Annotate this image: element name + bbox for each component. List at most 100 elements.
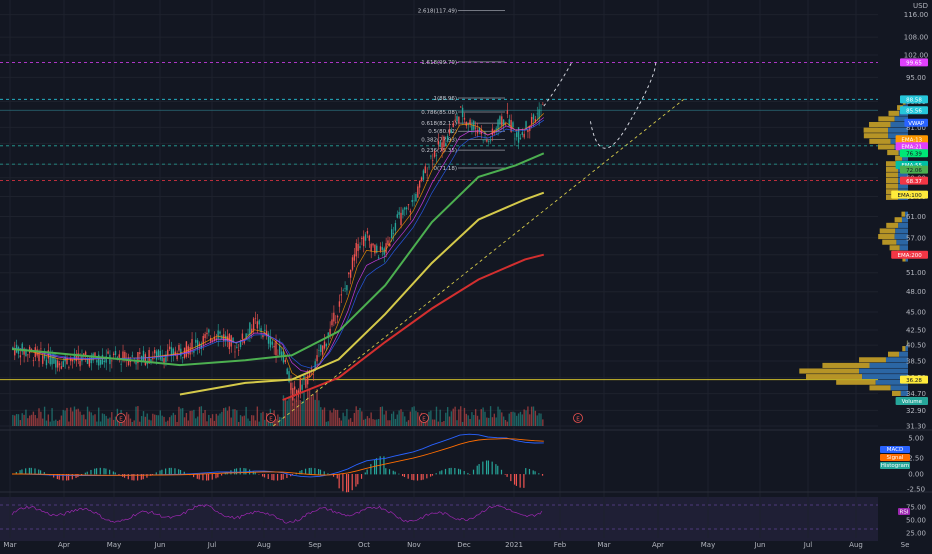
candle	[454, 120, 455, 121]
volume-bar	[501, 412, 502, 426]
candle	[285, 360, 286, 362]
macd-histogram-bar	[506, 474, 507, 477]
macd-histogram-bar	[124, 474, 125, 478]
volume-bar	[81, 415, 82, 426]
volume-bar	[447, 407, 448, 426]
candle	[253, 318, 254, 330]
volume-bar	[357, 410, 358, 426]
macd-histogram-bar	[495, 464, 496, 474]
macd-histogram-bar	[464, 471, 465, 474]
volume-bar	[92, 415, 93, 426]
macd-histogram-bar	[217, 474, 218, 477]
volume-bar	[441, 422, 442, 426]
volume-bar	[518, 413, 519, 426]
price-tag-label: 76.39	[906, 151, 922, 157]
volume-bar	[126, 412, 127, 426]
macd-histogram-bar	[305, 469, 306, 475]
volume-bar	[216, 414, 217, 426]
volume-bar	[91, 412, 92, 426]
month-label: Nov	[407, 541, 421, 549]
volume-bar	[393, 411, 394, 426]
volume-bar	[384, 415, 385, 426]
volume-bar	[22, 413, 23, 426]
volume-bar	[369, 418, 370, 426]
volume-bar	[333, 408, 334, 426]
price-axis-label: 108.00	[904, 34, 929, 42]
volume-bar	[385, 411, 386, 426]
volume-bar	[223, 408, 224, 426]
volume-bar	[363, 420, 364, 426]
macd-histogram-bar	[436, 473, 437, 474]
macd-histogram-bar	[346, 474, 347, 492]
volume-bar	[96, 422, 97, 426]
volume-bar	[186, 413, 187, 426]
volume-bar	[214, 421, 215, 426]
candle	[20, 355, 21, 357]
candle	[46, 360, 47, 366]
volume-bar	[397, 415, 398, 426]
volume-bar	[287, 401, 288, 426]
candle	[350, 270, 351, 278]
candle	[303, 375, 304, 380]
volume-bar	[507, 422, 508, 426]
volume-bar	[337, 410, 338, 426]
macd-histogram-bar	[505, 474, 506, 475]
macd-histogram-bar	[31, 468, 32, 475]
volume-bar	[468, 415, 469, 426]
candle	[432, 160, 433, 161]
fib-label: 0.5(80.02)	[428, 129, 457, 135]
price-axis-label: 40.50	[906, 342, 926, 350]
candle	[443, 137, 444, 147]
macd-histogram-bar	[355, 474, 356, 487]
volume-bar	[212, 414, 213, 426]
price-tag-label: 99.65	[906, 61, 922, 67]
volume-bar	[529, 414, 530, 426]
candle	[326, 344, 327, 346]
price-axis-label: 45.00	[906, 308, 926, 316]
macd-histogram-bar	[34, 468, 35, 474]
volume-bar	[316, 389, 317, 426]
macd-histogram-bar	[413, 474, 414, 480]
candle	[344, 288, 345, 289]
candle	[378, 257, 379, 258]
candle	[186, 341, 187, 356]
macd-histogram-bar	[283, 474, 284, 479]
volume-bar	[107, 419, 108, 426]
volume-bar	[322, 410, 323, 426]
candle	[154, 350, 155, 353]
macd-histogram-bar	[497, 466, 498, 475]
volume-bar	[57, 421, 58, 426]
volume-profile-bar	[886, 172, 898, 177]
volume-bar	[417, 412, 418, 426]
macd-histogram-bar	[118, 474, 119, 475]
volume-bar	[462, 422, 463, 426]
earnings-marker-label: E	[576, 417, 580, 423]
volume-bar	[135, 407, 136, 426]
price-tag-label: 68.37	[906, 179, 922, 185]
candle	[335, 322, 336, 323]
candle	[382, 247, 383, 250]
volume-bar	[329, 410, 330, 426]
volume-bar	[72, 411, 73, 426]
volume-bar	[482, 407, 483, 426]
volume-bar	[70, 408, 71, 426]
candle	[402, 210, 403, 215]
candle	[464, 118, 465, 120]
macd-histogram-bar	[103, 468, 104, 474]
volume-bar	[479, 420, 480, 426]
volume-bar	[451, 411, 452, 426]
candle	[419, 181, 420, 188]
candle	[264, 330, 265, 331]
volume-bar	[78, 409, 79, 426]
volume-profile-bar	[886, 184, 898, 189]
price-axis-label: 116.00	[904, 11, 929, 19]
volume-bar	[189, 411, 190, 426]
fib-label: 1(88.96)	[433, 96, 457, 102]
macd-histogram-bar	[395, 472, 396, 475]
candle	[367, 231, 368, 234]
volume-bar	[124, 421, 125, 426]
volume-bar	[193, 410, 194, 426]
volume-bar	[113, 420, 114, 426]
